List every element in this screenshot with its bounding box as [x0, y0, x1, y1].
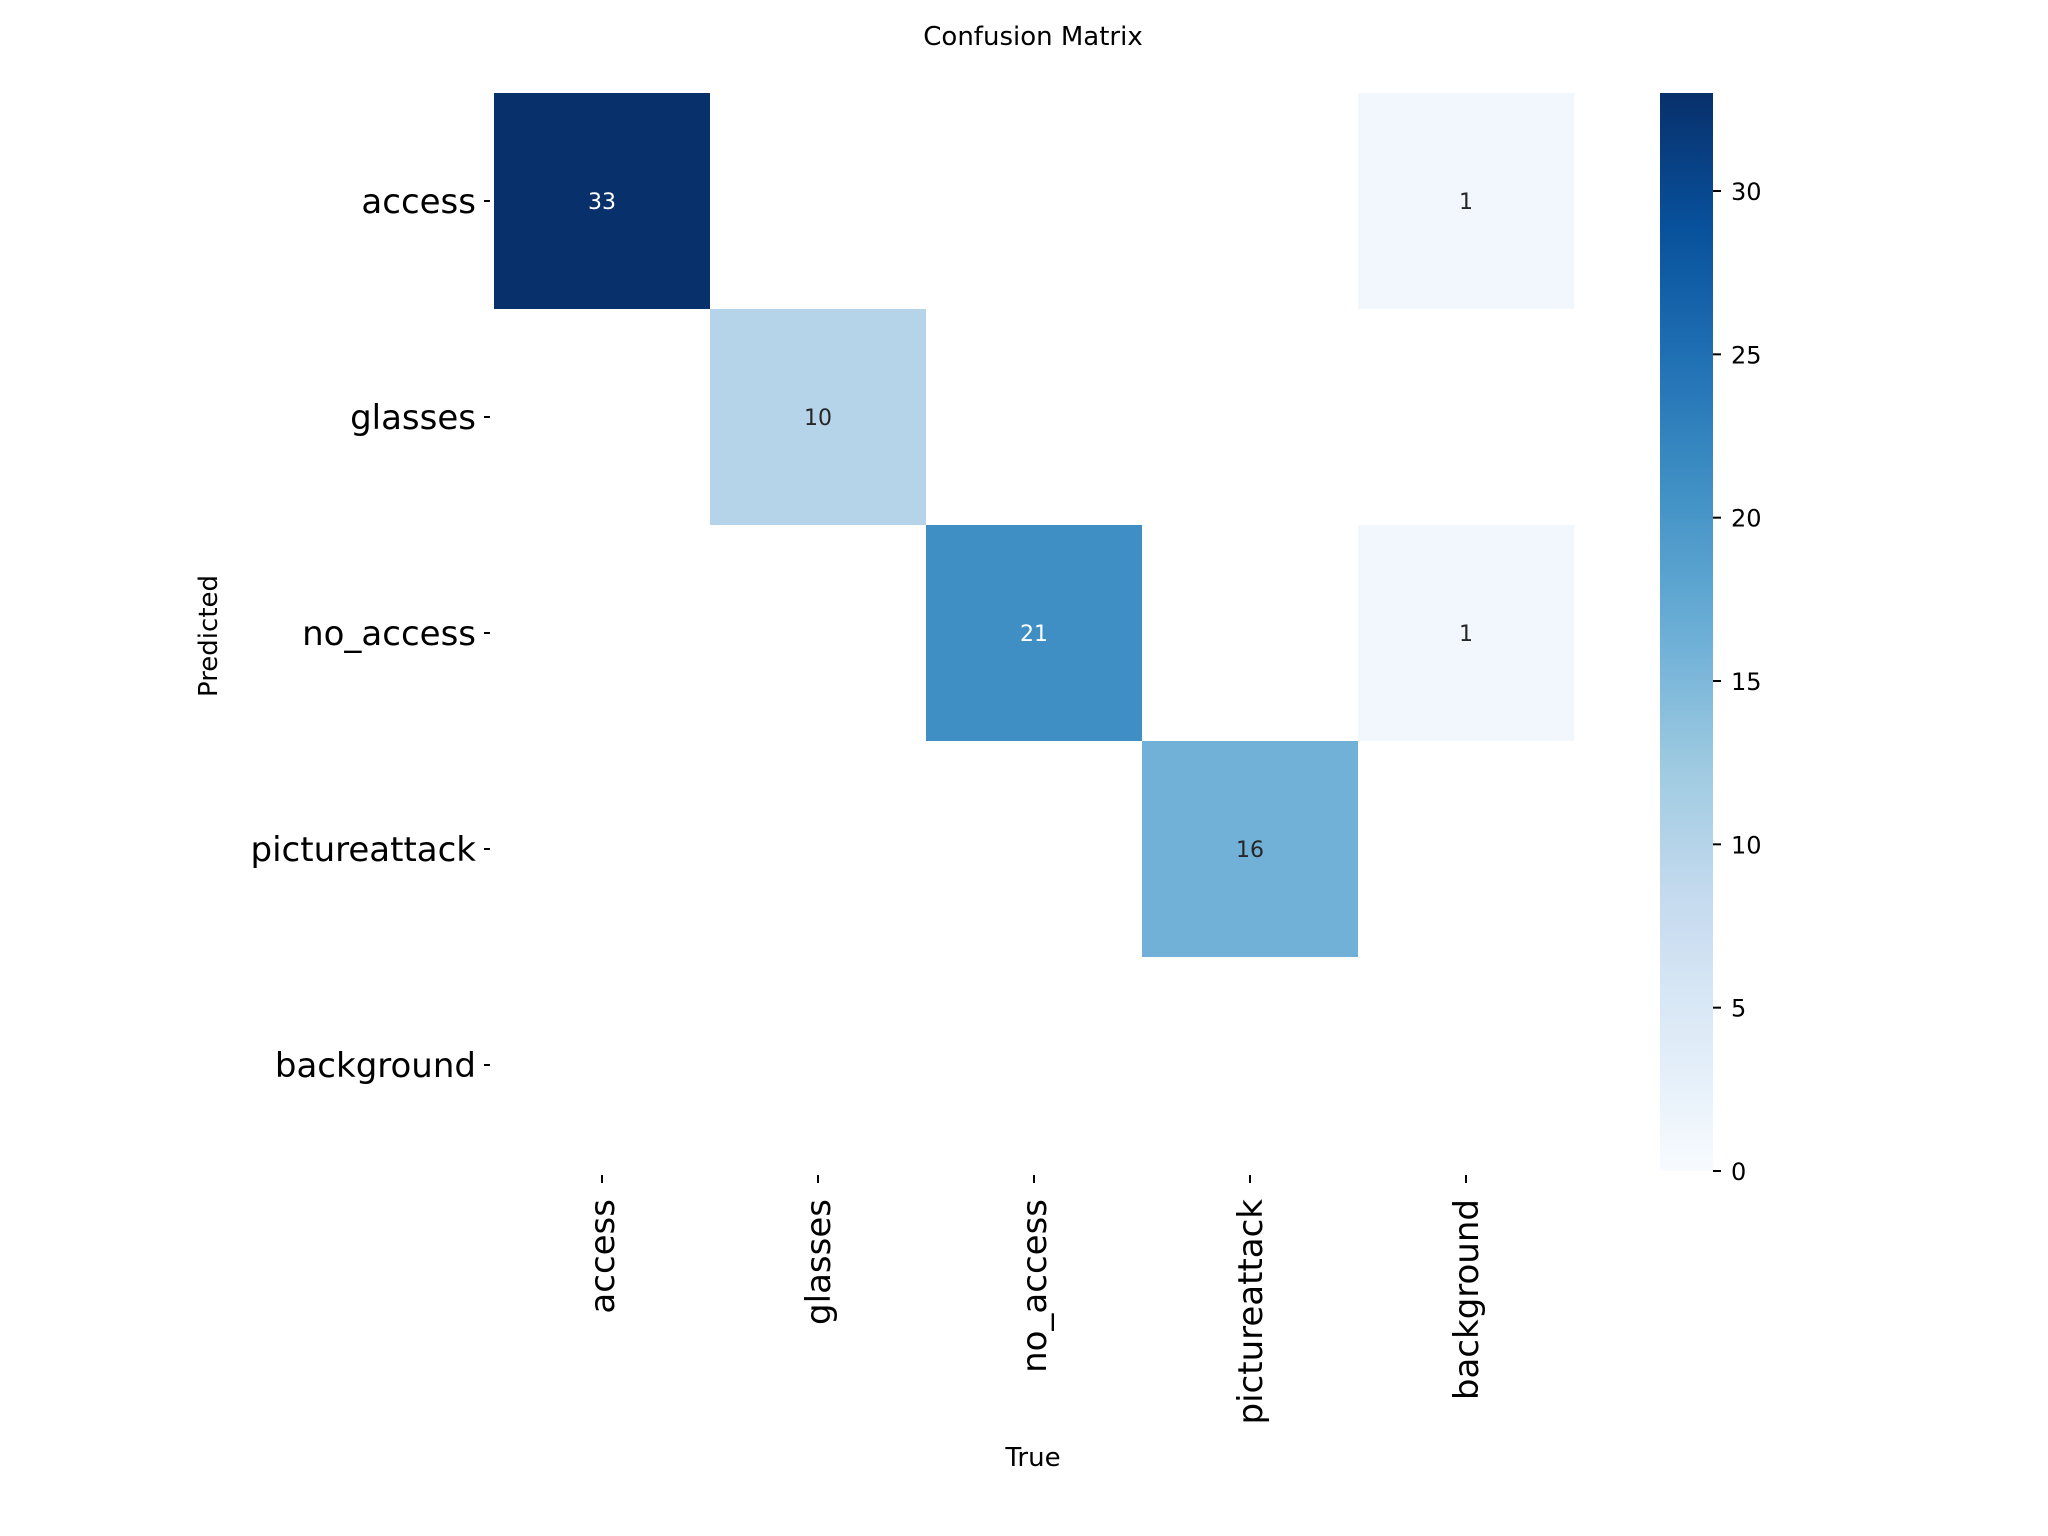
heatmap-cell-value: 16	[1236, 838, 1264, 863]
chart-title: Confusion Matrix	[923, 22, 1142, 52]
heatmap-cell-value: 33	[588, 190, 616, 215]
heatmap-cell-value: 1	[1459, 622, 1473, 647]
colorbar-tick-label-30: 30	[1731, 178, 1762, 206]
x-tick-label-pictureattack: pictureattack	[1231, 1199, 1271, 1425]
x-tick-label-background: background	[1447, 1199, 1487, 1400]
colorbar-tick-label-10: 10	[1731, 831, 1762, 859]
heatmap-cell-access-background	[1358, 93, 1574, 309]
heatmap-cell-value: 1	[1459, 190, 1473, 215]
y-tick-label-background: background	[275, 1046, 476, 1086]
colorbar-ticks: 0 5 10 15 20 25 30	[1713, 178, 1762, 1186]
x-axis-label: True	[1004, 1443, 1060, 1473]
colorbar-tick-label-15: 15	[1731, 668, 1762, 696]
heatmap-cells	[494, 93, 1574, 957]
x-tick-label-glasses: glasses	[799, 1199, 839, 1325]
y-axis-label: Predicted	[194, 575, 224, 697]
x-tick-label-access: access	[583, 1199, 623, 1314]
y-tick-label-glasses: glasses	[350, 398, 476, 438]
heatmap-cell-pictureattack-pictureattack	[1142, 741, 1358, 957]
heatmap-cell-value: 21	[1020, 622, 1048, 647]
heatmap-cell-value: 10	[804, 406, 832, 431]
colorbar-tick-label-20: 20	[1731, 505, 1762, 533]
colorbar-tick-label-5: 5	[1731, 995, 1746, 1023]
x-axis-ticks: access glasses no_access pictureattack backg…	[583, 1175, 1487, 1424]
y-tick-label-no_access: no_access	[302, 614, 476, 654]
heatmap-cell-no_access-background	[1358, 525, 1574, 741]
heatmap-cell-glasses-glasses	[710, 309, 926, 525]
colorbar-tick-label-0: 0	[1731, 1158, 1746, 1186]
y-tick-label-access: access	[361, 182, 476, 222]
heatmap-cell-no_access-no_access	[926, 525, 1142, 741]
x-tick-label-no_access: no_access	[1015, 1199, 1055, 1373]
colorbar-tick-label-25: 25	[1731, 341, 1762, 369]
colorbar	[1660, 93, 1713, 1171]
y-axis-ticks: access glasses no_access pictureattack backg…	[251, 182, 490, 1086]
heatmap-cell-access-access	[494, 93, 710, 309]
y-tick-label-pictureattack: pictureattack	[251, 830, 477, 870]
heatmap-cell-labels: 33 1 10 21 1 16	[588, 190, 1473, 863]
